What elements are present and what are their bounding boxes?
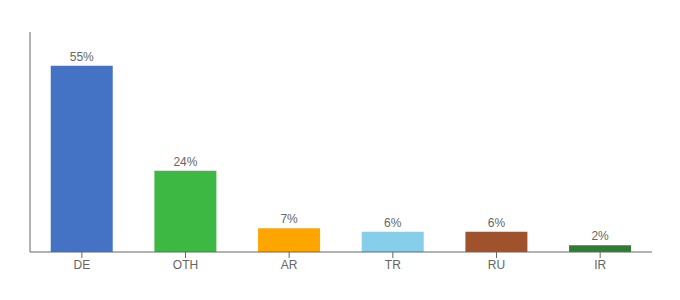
svg-text:6%: 6% <box>384 216 402 230</box>
svg-text:OTH: OTH <box>173 258 198 272</box>
svg-text:6%: 6% <box>488 216 506 230</box>
svg-text:24%: 24% <box>173 155 197 169</box>
svg-text:IR: IR <box>594 258 606 272</box>
svg-text:55%: 55% <box>70 50 94 64</box>
svg-text:RU: RU <box>488 258 505 272</box>
svg-text:TR: TR <box>385 258 401 272</box>
svg-text:7%: 7% <box>280 212 298 226</box>
svg-text:DE: DE <box>73 258 90 272</box>
svg-text:AR: AR <box>281 258 298 272</box>
svg-text:2%: 2% <box>591 229 609 243</box>
